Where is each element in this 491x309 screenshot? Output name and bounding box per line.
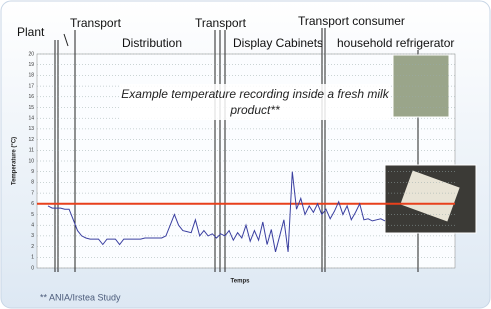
annotation: Example temperature recording inside a f… [120,84,390,120]
x-axis-label: Temps [231,279,251,285]
y-tick-label: 4 [31,223,34,229]
y-axis-label: Temperature (°C) [12,137,18,185]
chart: Temperature (°C) Temps ** ANIA/Irstea St… [0,0,491,309]
y-tick-label: 12 [28,137,34,143]
phase-label: household refrigerator [337,36,454,50]
y-tick-label: 8 [31,180,34,186]
y-tick-label: 20 [28,51,34,57]
y-tick-label: 11 [29,148,34,154]
phase-label: Transport [70,16,122,30]
y-tick-label: 5 [31,212,34,218]
y-tick-label: 13 [28,126,34,132]
y-tick-label: 18 [28,73,34,79]
y-tick-label: 1 [31,255,34,261]
phase-label: Display Cabinets [233,36,323,50]
y-tick-label: 10 [28,158,34,164]
phase-label: Transport [195,16,247,30]
y-tick-label: 15 [28,105,34,111]
y-tick-label: 14 [28,116,34,122]
phase-label: Transport consumer [298,14,405,28]
y-tick-label: 17 [28,83,34,89]
y-tick-label: 0 [31,265,34,271]
y-tick-label: 9 [31,169,34,175]
y-tick-label: 7 [31,190,34,196]
y-tick-label: 3 [31,233,34,239]
y-tick-label: 19 [28,62,34,68]
y-tick-label: 16 [28,94,34,100]
y-tick-label: 6 [31,201,34,207]
phase-label: Plant [17,25,45,39]
page: Temperature (°C) Temps ** ANIA/Irstea St… [0,0,491,309]
source: ** ANIA/Irstea Study [40,292,121,302]
y-tick-label: 2 [31,244,34,250]
phase-label: Distribution [122,36,182,50]
